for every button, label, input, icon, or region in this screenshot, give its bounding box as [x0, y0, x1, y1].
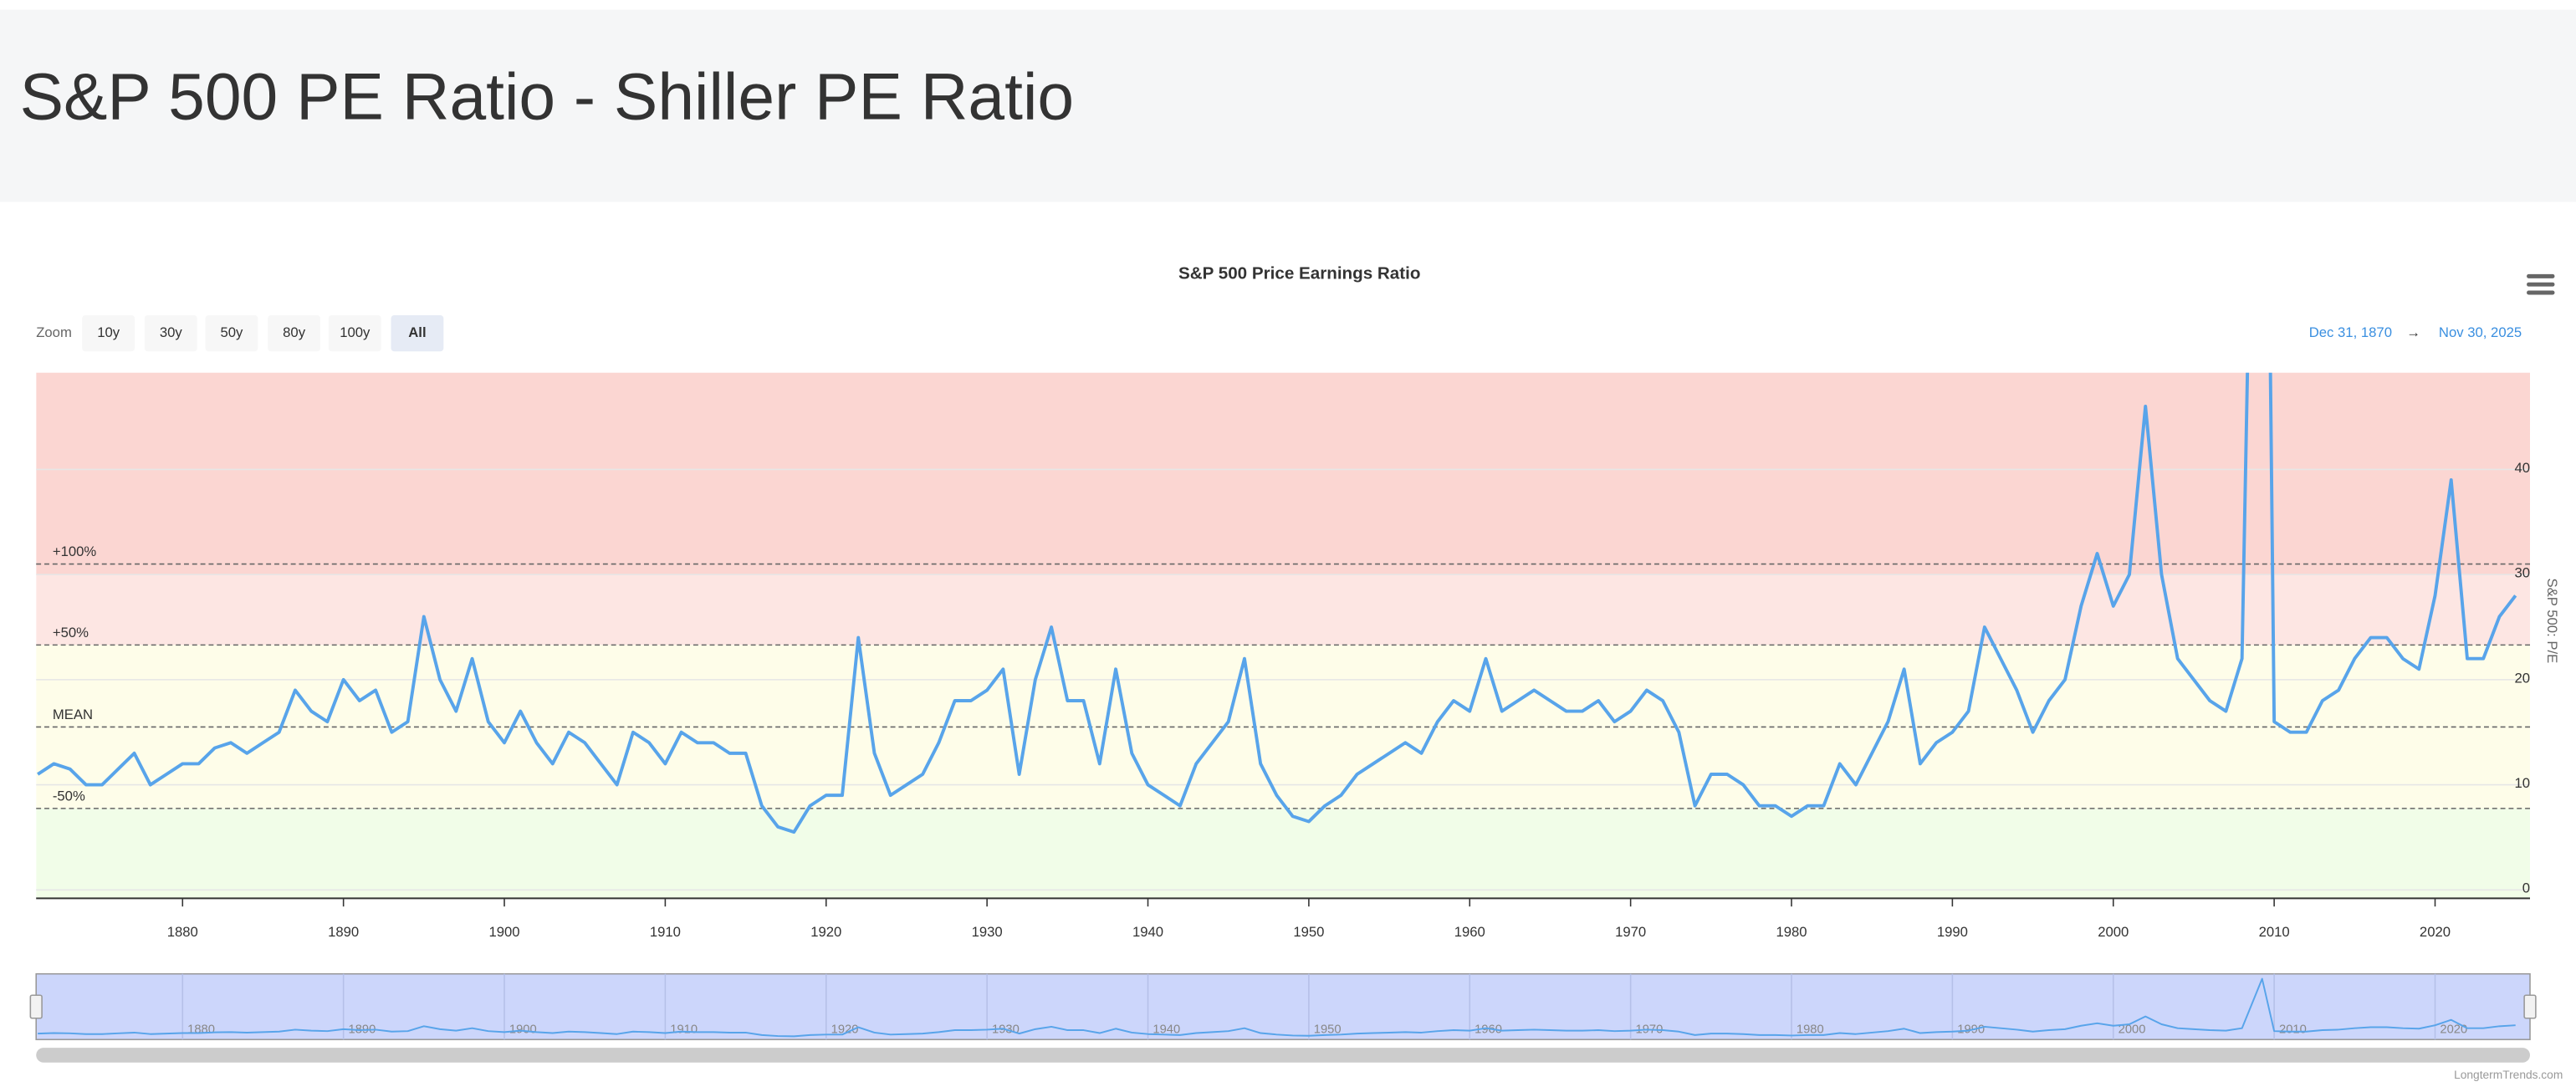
zoom-button[interactable]: 80y: [268, 315, 321, 352]
navigator: 1880 1890 1900 1910 1920 1930 1940 1950 1960 1970…: [29, 972, 2537, 1063]
zoom-button-label[interactable]: All: [408, 324, 426, 340]
y-tick-label: 0: [2522, 880, 2530, 896]
zoom-button[interactable]: 10y: [82, 315, 135, 352]
header-bg: [0, 9, 2576, 202]
zoom-button[interactable]: 30y: [144, 315, 197, 352]
x-tick-label: 1960: [1454, 924, 1485, 940]
plot-band: [36, 372, 2530, 575]
zoom-button-label[interactable]: 50y: [221, 324, 244, 340]
navigator-tick-label: 1960: [1475, 1023, 1502, 1036]
navigator-tick-label: 1910: [670, 1023, 698, 1036]
range-to[interactable]: Nov 30, 2025: [2439, 324, 2522, 340]
navigator-tick-label: 1980: [1797, 1023, 1824, 1036]
zoom-button-bg[interactable]: [82, 315, 135, 352]
x-tick-label: 1920: [810, 924, 841, 940]
y-axis-title: S&P 500: P/E: [2544, 578, 2560, 663]
plot-line-label: +50%: [53, 625, 89, 640]
x-tick-label: 2010: [2259, 924, 2290, 940]
navigator-tick-label: 1880: [187, 1023, 215, 1036]
y-tick-label: 30: [2514, 565, 2530, 581]
navigator-tick-label: 1920: [831, 1023, 859, 1036]
y-tick-label: 20: [2514, 670, 2530, 686]
page-title: S&P 500 PE Ratio - Shiller PE Ratio: [20, 59, 1075, 133]
x-tick-label: 1890: [328, 924, 359, 940]
x-tick-label: 1980: [1776, 924, 1807, 940]
plot-bands: [36, 372, 2530, 899]
y-tick-label: 40: [2514, 460, 2530, 476]
navigator-bg: [35, 972, 2531, 1041]
scrollbar[interactable]: [36, 1048, 2530, 1063]
plot-band: [36, 574, 2530, 646]
navigator-tick-label: 1900: [509, 1023, 537, 1036]
zoom-button-bg[interactable]: [205, 315, 258, 352]
zoom-button[interactable]: All: [391, 315, 444, 352]
zoom-button-bg[interactable]: [268, 315, 321, 352]
zoom-button-label[interactable]: 30y: [160, 324, 183, 340]
x-tick-label: 2000: [2098, 924, 2129, 940]
navigator-tick-label: 1950: [1314, 1023, 1342, 1036]
plot-line-label: -50%: [53, 788, 85, 804]
y-tick-label: 10: [2514, 775, 2530, 791]
range-arrow: →: [2406, 324, 2420, 340]
navigator-handle[interactable]: [2523, 994, 2537, 1019]
x-tick-label: 1930: [972, 924, 1003, 940]
zoom-button-bg[interactable]: [391, 315, 444, 352]
x-tick-label: 1950: [1293, 924, 1324, 940]
zoom-button-label[interactable]: 100y: [340, 324, 371, 340]
series: [37, 372, 2517, 834]
menu-icon[interactable]: [2527, 273, 2555, 295]
zoom-button-label[interactable]: 80y: [283, 324, 306, 340]
plot-line-label: MEAN: [53, 707, 93, 722]
zoom-button-bg[interactable]: [144, 315, 197, 352]
zoom-button[interactable]: 100y: [328, 315, 381, 352]
x-tick-label: 1880: [167, 924, 198, 940]
plot-band: [36, 808, 2530, 899]
x-tick-label: 1990: [1937, 924, 1968, 940]
plot-lines: +100% +50% MEAN -50%: [36, 543, 2530, 809]
x-tick-label: 1900: [488, 924, 519, 940]
axes: 0 10 20 30 40 S&P 500: P/E 1880 1890 1900 1910 192…: [36, 460, 2560, 940]
zoom-label: Zoom: [36, 324, 72, 340]
zoom-button-bg[interactable]: [328, 315, 381, 352]
navigator-line: [38, 977, 2516, 1038]
zoom-button-label[interactable]: 10y: [97, 324, 120, 340]
navigator-tick-label: 2000: [2119, 1023, 2146, 1036]
grid: [36, 468, 2530, 891]
x-tick-label: 1940: [1132, 924, 1163, 940]
navigator-tick-label: 1940: [1153, 1023, 1180, 1036]
x-tick-label: 2020: [2420, 924, 2451, 940]
x-tick-label: 1970: [1615, 924, 1646, 940]
plot-line-label: +100%: [53, 543, 97, 559]
range-from[interactable]: Dec 31, 1870: [2309, 324, 2392, 340]
chart-title: S&P 500 Price Earnings Ratio: [1178, 263, 1420, 283]
navigator-tick-label: 2020: [2440, 1023, 2467, 1036]
zoom-button[interactable]: 50y: [205, 315, 258, 352]
navigator-tick-label: 2010: [2279, 1023, 2307, 1036]
credit: LongtermTrends.com: [2454, 1069, 2563, 1081]
navigator-handle[interactable]: [29, 994, 43, 1019]
x-tick-label: 1910: [650, 924, 681, 940]
series-line: [37, 372, 2517, 834]
